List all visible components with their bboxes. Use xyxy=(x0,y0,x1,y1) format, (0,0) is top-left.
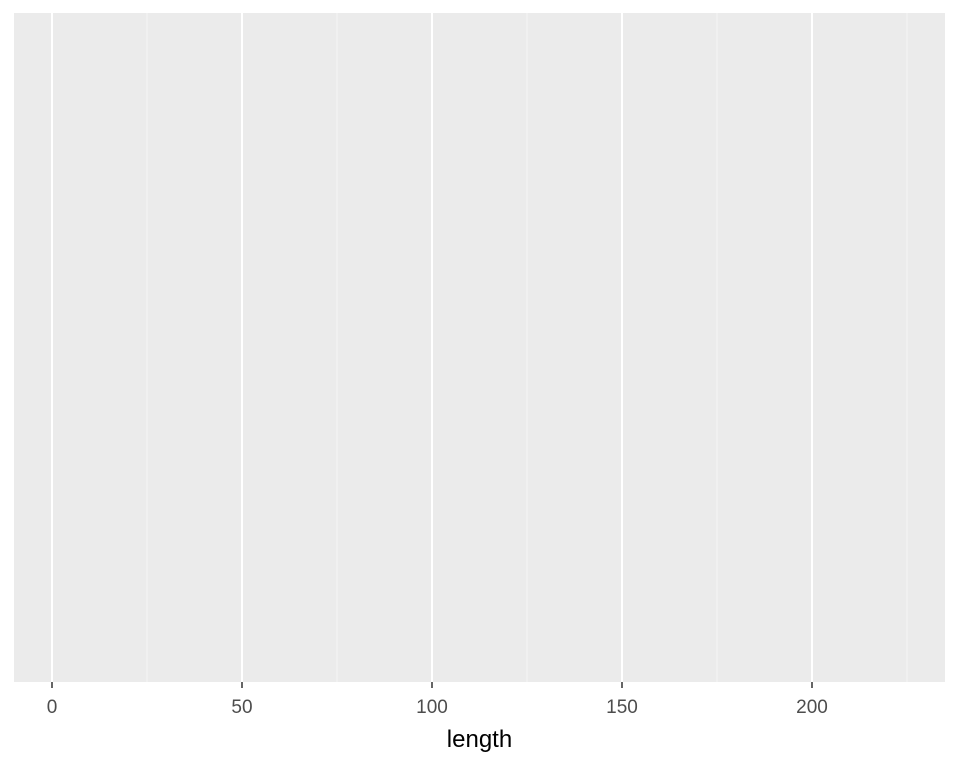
plot-panel xyxy=(14,13,945,682)
minor-gridlines xyxy=(146,13,908,682)
x-axis: 0 50 100 150 200 xyxy=(47,682,828,718)
x-tick-label: 100 xyxy=(416,697,448,718)
major-gridlines xyxy=(51,13,813,682)
x-tick-label: 50 xyxy=(231,697,252,718)
x-axis-title: length xyxy=(447,726,512,753)
x-tick-label: 0 xyxy=(47,697,58,718)
x-tick-label: 200 xyxy=(796,697,828,718)
x-tick-label: 150 xyxy=(606,697,638,718)
